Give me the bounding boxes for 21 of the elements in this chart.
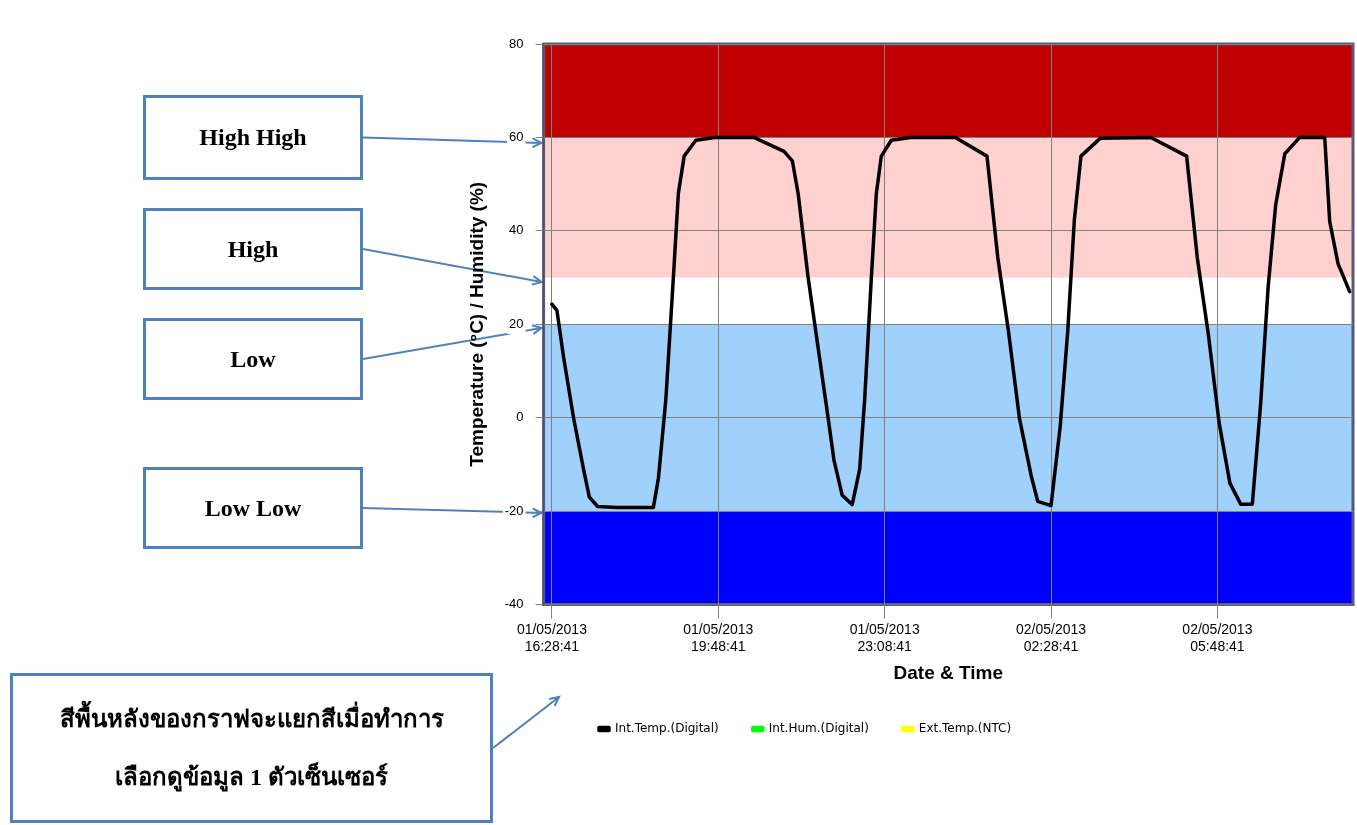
y-tick-label: 60: [509, 129, 524, 145]
y-tick-label: -20: [504, 502, 524, 518]
text: High High: [143, 95, 363, 180]
x-tick-label: 02/05/2013 02:28:41: [1015, 620, 1087, 654]
y-axis-title: Temperature (°C) / Humidity (%): [465, 181, 487, 467]
x-tick-label: 01/05/2013 16:28:41: [516, 620, 588, 654]
legend-label: Ext.Temp.(NTC): [918, 721, 1012, 736]
text: High: [143, 208, 363, 290]
legend-label: Int.Hum.(Digital): [768, 721, 869, 736]
x-tick-label: 02/05/2013 05:48:41: [1182, 620, 1253, 654]
text: Low Low: [143, 467, 363, 549]
y-tick-label: -40: [504, 596, 524, 612]
y-tick-label: 80: [509, 35, 524, 51]
y-tick-label: 40: [509, 222, 524, 238]
x-tick-label: 01/05/2013 23:08:41: [849, 620, 920, 654]
y-tick-label: 20: [509, 315, 524, 331]
x-tick-label: 01/05/2013 19:48:41: [683, 620, 754, 654]
x-axis-title: Date & Time: [893, 661, 1004, 683]
y-tick-label: 0: [516, 409, 524, 425]
text: Low: [143, 318, 363, 400]
legend-label: Int.Temp.(Digital): [615, 721, 719, 736]
